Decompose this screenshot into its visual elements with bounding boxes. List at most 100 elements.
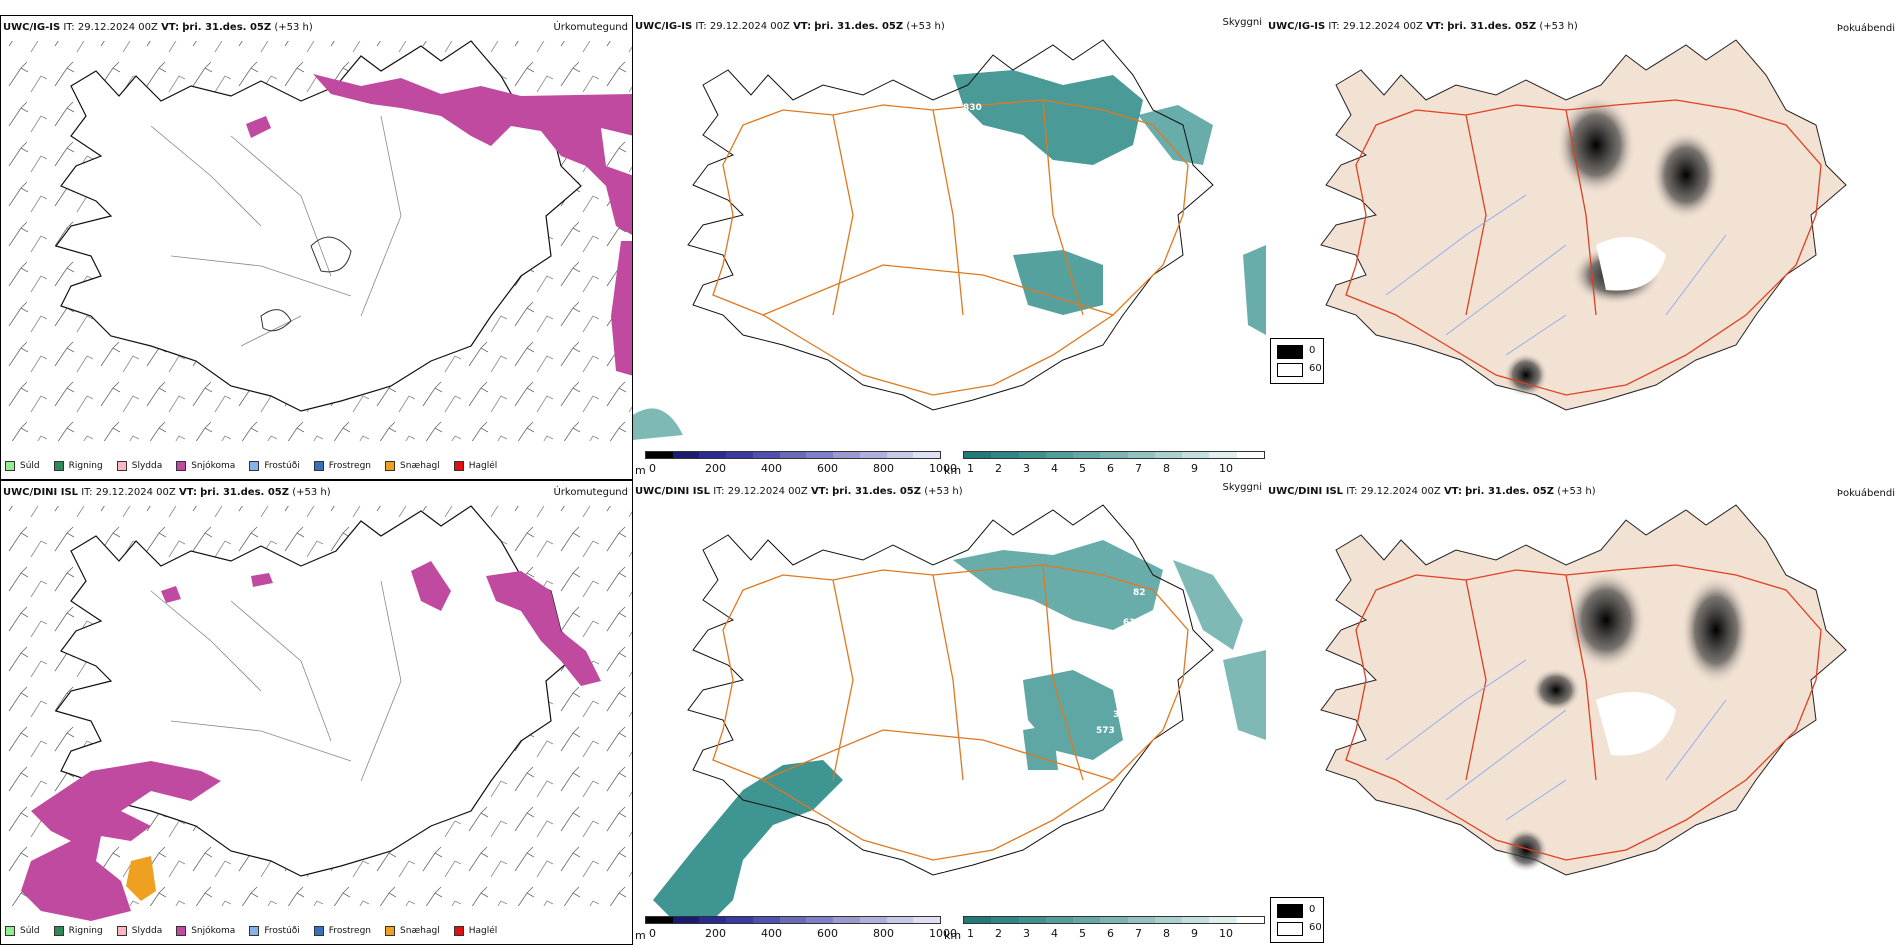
fog-area: [1504, 353, 1548, 397]
legend-label: Súld: [20, 461, 40, 471]
legend-item-frostregn: Frostregn: [313, 461, 372, 471]
legend-item-snjókoma: Snjókoma: [176, 461, 235, 471]
snow-area-east: [611, 241, 632, 376]
legend-label: Snæhagl: [400, 461, 440, 471]
visibility-unit: km: [944, 464, 962, 477]
visibility-colorbar-segment: [1154, 917, 1183, 923]
fog-legend-swatch-0: [1277, 904, 1303, 918]
cloudbase-colorbar-segment: [726, 452, 753, 458]
cloudbase-colorbar: [645, 451, 941, 459]
fog-area: [1531, 668, 1581, 712]
vt-label: VT:: [793, 21, 812, 32]
low-visibility-area-east: [1138, 105, 1266, 335]
cloudbase-colorbar-segment: [646, 452, 673, 458]
fog-legend-swatch-60: [1277, 363, 1303, 377]
cloudbase-colorbar-segment: [806, 452, 834, 458]
iceland-outline: [54, 40, 582, 412]
visibility-tick-label: 10: [1219, 462, 1233, 475]
iceland-outline: [687, 39, 1214, 411]
legend-swatch: [176, 926, 187, 936]
model-name: UWC/DINI ISL: [3, 487, 79, 498]
vt-label: VT:: [810, 486, 829, 497]
station-label: 86: [1143, 695, 1156, 705]
visibility-tick-label: 7: [1135, 927, 1142, 940]
legend-swatch: [53, 926, 64, 936]
visibility-scalebars: m 0 200 400 600 800 1000 km 1 2 3 4 5 6 7 8 9 10: [633, 915, 1266, 945]
visibility-colorbar-segment: [964, 452, 992, 458]
legend-swatch: [5, 926, 15, 936]
legend-label: Frostregn: [328, 461, 372, 471]
legend-label: Slydda: [131, 926, 163, 936]
station-label: 75: [933, 380, 946, 390]
visibility-colorbar-segment: [1100, 452, 1128, 458]
it-label: IT:: [713, 486, 725, 497]
station-label: 573: [1096, 726, 1115, 736]
legend-swatch: [453, 926, 464, 936]
cloudbase-tick-label: 600: [817, 462, 838, 475]
cloudbase-colorbar-segment: [752, 917, 780, 923]
visibility-tick-label: 3: [1023, 462, 1030, 475]
fog-legend-label-60: 60: [1309, 363, 1322, 374]
cloudbase-colorbar-segment: [833, 917, 860, 923]
visibility-colorbar-segment: [1154, 452, 1183, 458]
road-network: [1345, 99, 1822, 396]
panel-title: Úrkomutegund: [553, 487, 628, 498]
visibility-tick-label: 6: [1107, 462, 1114, 475]
fog-panel-row2: UWC/DINI ISL IT: 29.12.2024 00Z VT: þri.…: [1266, 480, 1899, 945]
precip-type-panel-row1: UWC/IG-IS IT: 29.12.2024 00Z VT: þri. 31…: [0, 15, 633, 480]
visibility-tick-label: 5: [1079, 927, 1086, 940]
visibility-colorbar-segment: [1045, 917, 1074, 923]
snow-area-north: [161, 573, 273, 603]
panel-header: UWC/IG-IS IT: 29.12.2024 00Z VT: þri. 31…: [1268, 21, 1578, 32]
low-visibility-area-north: [953, 540, 1163, 630]
legend-item-haglél: Haglél: [453, 926, 497, 936]
legend-label: Snæhagl: [400, 926, 440, 936]
legend-swatch: [116, 926, 127, 936]
cloudbase-tick-label: 1000: [929, 462, 957, 475]
low-visibility-area-north: [953, 70, 1143, 165]
legend-swatch: [453, 461, 464, 471]
cloudbase-colorbar-segment: [913, 917, 941, 923]
cloudbase-tick-label: 800: [873, 927, 894, 940]
legend-swatch: [116, 461, 127, 471]
visibility-colorbar-segment: [1127, 452, 1155, 458]
visibility-tick-label: 1: [967, 462, 974, 475]
it-value: 29.12.2024 00Z: [709, 21, 790, 32]
visibility-colorbar-segment: [964, 917, 992, 923]
legend-label: Rigning: [68, 926, 103, 936]
visibility-tick-label: 2: [995, 462, 1002, 475]
it-value: 29.12.2024 00Z: [77, 22, 158, 33]
legend-label: Súld: [20, 926, 40, 936]
fog-legend-swatch-60: [1277, 922, 1303, 936]
visibility-colorbar: [963, 451, 1265, 459]
legend-item-rigning: Rigning: [53, 461, 103, 471]
panel-header: UWC/DINI ISL IT: 29.12.2024 00Z VT: þri.…: [1268, 486, 1596, 497]
cloudbase-colorbar-segment: [859, 917, 887, 923]
iceland-landmass: [1320, 504, 1847, 876]
panel-title: Úrkomutegund: [553, 22, 628, 33]
rivers: [1385, 659, 1727, 821]
visibility-colorbar-segment: [1045, 452, 1074, 458]
cloudbase-colorbar-segment: [806, 917, 834, 923]
precip-map: [1, 505, 632, 921]
cloudbase-unit: m: [635, 464, 646, 477]
fog-legend-label-0: 0: [1309, 345, 1316, 356]
visibility-colorbar-segment: [1209, 452, 1237, 458]
fog-map: [1320, 504, 1847, 876]
cloudbase-unit: m: [635, 929, 646, 942]
legend-item-snjókoma: Snjókoma: [176, 926, 235, 936]
legend-item-rigning: Rigning: [53, 926, 103, 936]
fog-area: [1556, 95, 1636, 195]
visibility-tick-label: 4: [1051, 927, 1058, 940]
station-label: 82: [1133, 588, 1146, 598]
legend-label: Frostúði: [264, 461, 300, 471]
fog-area: [1651, 130, 1721, 220]
legend-item-snæhagl: Snæhagl: [385, 461, 440, 471]
cloudbase-colorbar-segment: [699, 452, 727, 458]
legend-label: Snjókoma: [191, 926, 236, 936]
legend-item-súld: Súld: [5, 461, 40, 471]
legend-item-snæhagl: Snæhagl: [385, 926, 440, 936]
cloudbase-tick-label: 0: [649, 927, 656, 940]
cloudbase-tick-label: 200: [705, 462, 726, 475]
panel-title: Þokuábendi: [1836, 23, 1895, 34]
